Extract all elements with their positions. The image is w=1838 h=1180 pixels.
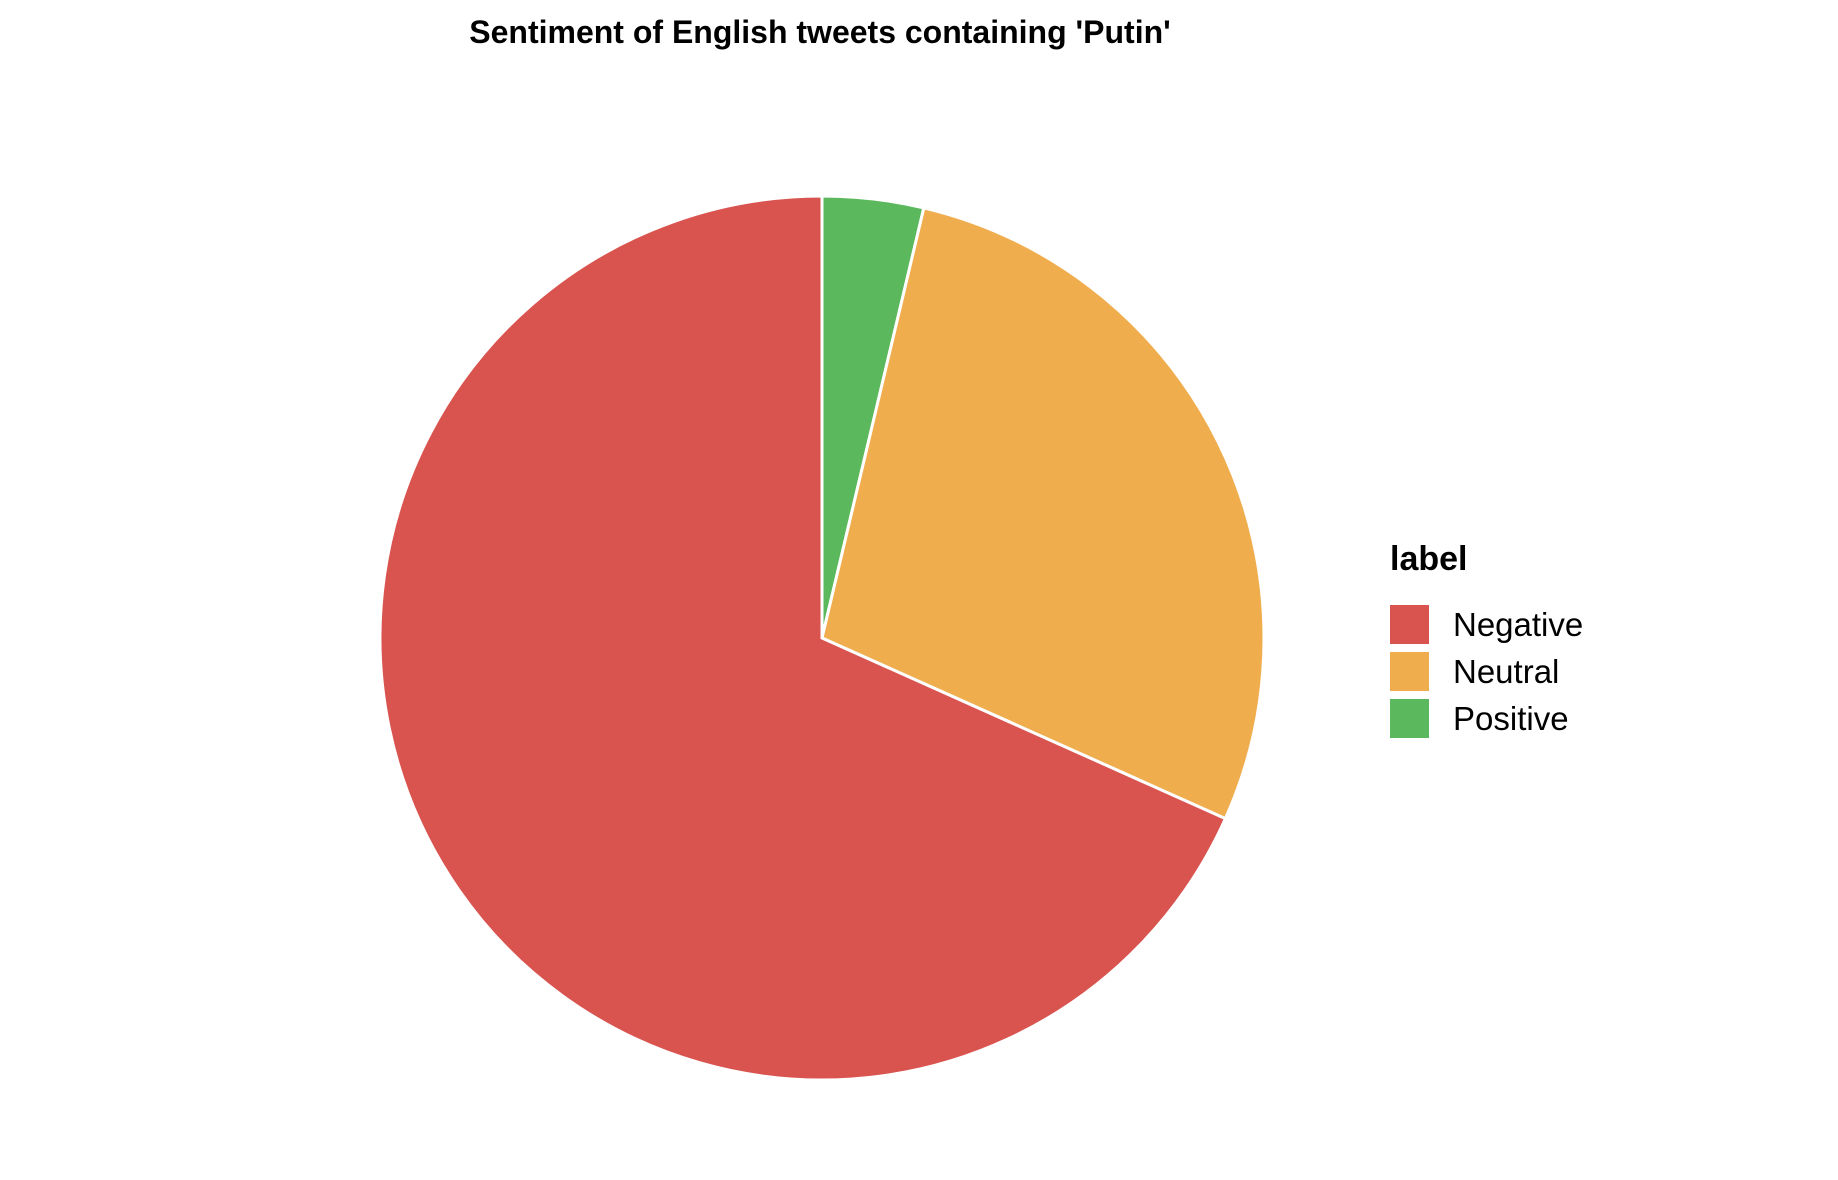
legend-swatch: [1390, 699, 1429, 738]
legend-swatch: [1390, 605, 1429, 644]
pie-slice-negative: [378, 194, 1228, 1082]
legend-label: Positive: [1453, 699, 1569, 737]
legend-title: label: [1390, 540, 1468, 578]
pie-slice-neutral: [820, 206, 1266, 821]
legend-swatch: [1390, 652, 1429, 691]
legend: label Negative Neutral Positive: [1390, 540, 1583, 742]
legend-item-negative: Negative: [1390, 601, 1583, 648]
legend-label: Neutral: [1453, 652, 1560, 690]
legend-item-positive: Positive: [1390, 695, 1583, 742]
legend-item-neutral: Neutral: [1390, 648, 1583, 695]
legend-label: Negative: [1453, 605, 1584, 643]
legend-items: Negative Neutral Positive: [1390, 601, 1583, 742]
chart-title: Sentiment of English tweets containing '…: [469, 14, 1171, 50]
pie-slices: [378, 194, 1266, 1082]
